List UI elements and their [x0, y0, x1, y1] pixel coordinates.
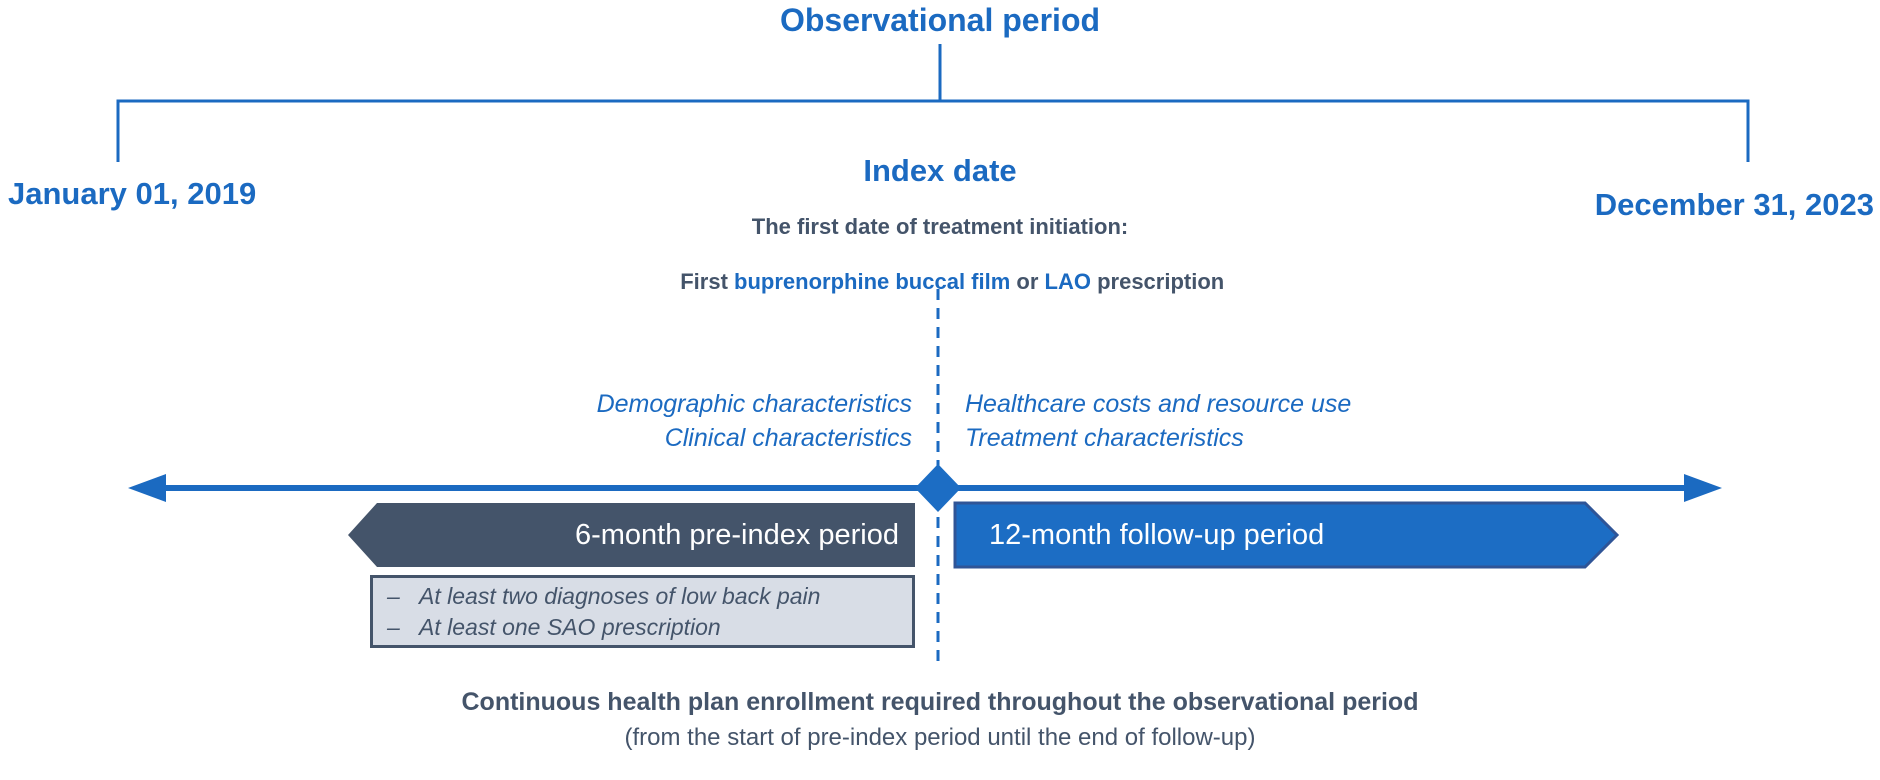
timeline-arrowhead-left-icon	[128, 474, 166, 502]
enrollment-requirement-subtext: (from the start of pre-index period unti…	[624, 724, 1256, 751]
enrollment-requirement-text: Continuous health plan enrollment requir…	[461, 688, 1419, 716]
criteria-text: At least two diagnoses of low back pain	[419, 582, 821, 609]
index-date-heading: Index date	[863, 153, 1017, 188]
drug-name-text: buprenorphine buccal film	[734, 269, 1011, 294]
criteria-item: – At least one SAO prescription	[373, 612, 912, 643]
end-date-label: December 31, 2023	[1594, 187, 1874, 222]
assessment-item: Clinical characteristics	[664, 424, 912, 452]
treatment-prefix-text: First	[680, 269, 735, 294]
timeline-arrowhead-right-icon	[1684, 474, 1722, 502]
index-date-subtitle: The first date of treatment initiation:	[751, 214, 1129, 239]
pre-index-assessments: Demographic characteristics Clinical cha…	[597, 387, 912, 455]
index-date-treatment-line: First buprenorphine buccal film or LAO p…	[0, 243, 1880, 321]
dash-bullet-icon: –	[387, 582, 400, 609]
pre-index-band-label: 6-month pre-index period	[574, 518, 899, 551]
pre-index-criteria-box: – At least two diagnoses of low back pai…	[370, 575, 915, 648]
assessment-item: Healthcare costs and resource use	[965, 390, 1352, 418]
dash-bullet-icon: –	[387, 613, 400, 640]
assessment-item: Treatment characteristics	[965, 424, 1244, 452]
page-title: Observational period	[779, 2, 1101, 38]
assessment-item: Demographic characteristics	[596, 390, 912, 418]
lao-text: LAO	[1044, 269, 1091, 294]
start-date-label: January 01, 2019	[8, 176, 257, 211]
treatment-middle-text: or	[1010, 269, 1045, 294]
criteria-item: – At least two diagnoses of low back pai…	[373, 581, 912, 612]
treatment-suffix-text: prescription	[1090, 269, 1225, 294]
follow-up-band-label: 12-month follow-up period	[989, 518, 1325, 551]
follow-up-assessments: Healthcare costs and resource use Treatm…	[965, 387, 1351, 455]
criteria-text: At least one SAO prescription	[419, 613, 721, 640]
